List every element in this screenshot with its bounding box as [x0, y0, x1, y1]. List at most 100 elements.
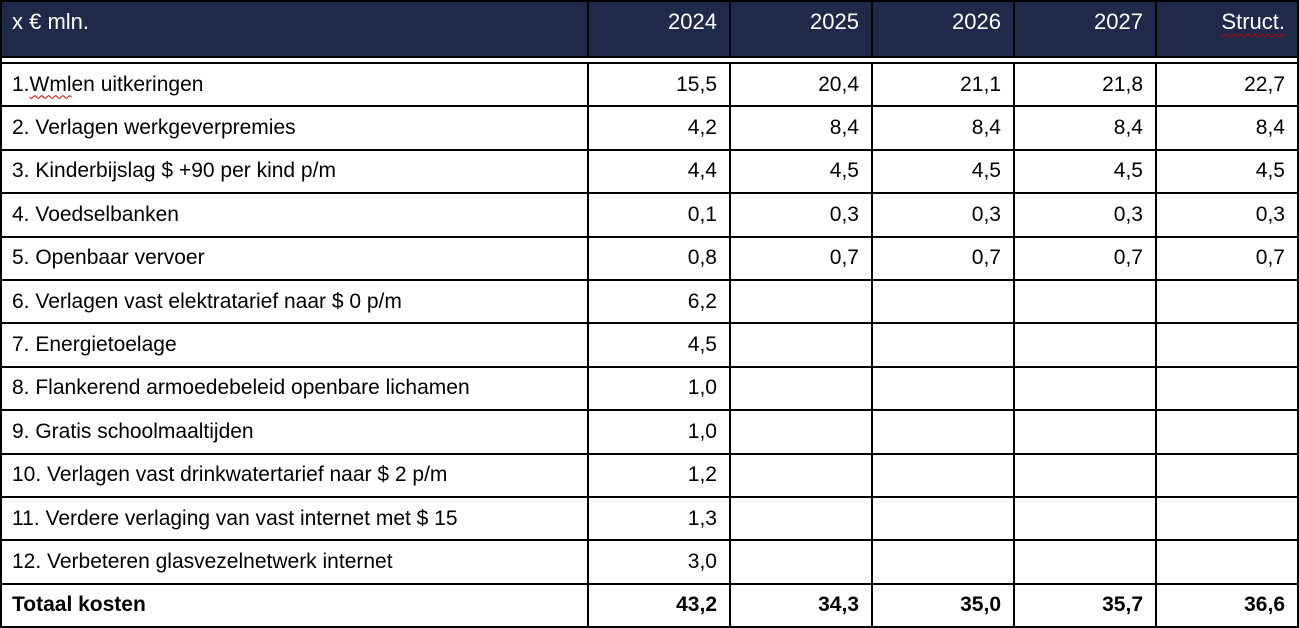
value-cell-2025	[729, 324, 871, 366]
value-cell-2027	[1013, 497, 1155, 540]
value-cell-2026: 0,7	[871, 237, 1013, 279]
value-cell-2026: 21,1	[871, 64, 1013, 106]
table-body: 1. Wml en uitkeringen 15,5 20,4 21,1 21,8 22,…	[2, 62, 1297, 627]
header-cell-2024: 2024	[587, 2, 729, 56]
value-cell-2026: 35,0	[871, 584, 1013, 627]
value-cell-2027	[1013, 454, 1155, 496]
total-row: Totaal kosten 43,2 34,3 35,0 35,7 36,6	[2, 582, 1297, 627]
value-cell-2025	[729, 454, 871, 496]
table-row: 6. Verlagen vast elektratarief naar $ 0 …	[2, 278, 1297, 323]
value-cell-2025: 0,3	[729, 194, 871, 236]
table-row: 9. Gratis schoolmaaltijden 1,0	[2, 409, 1297, 453]
value-cell-2026: 8,4	[871, 107, 1013, 149]
value-cell-2026	[871, 454, 1013, 496]
value-cell-2027	[1013, 280, 1155, 323]
value-cell-2025	[729, 497, 871, 540]
value-cell-2024: 4,4	[587, 150, 729, 193]
value-cell-struct	[1155, 541, 1297, 583]
row-label: 8. Flankerend armoedebeleid openbare lic…	[12, 376, 470, 400]
table-row: 7. Energietoelage 4,5	[2, 322, 1297, 366]
header-cell-2026: 2026	[871, 2, 1013, 56]
row-label: 1. Wml en uitkeringen	[12, 72, 204, 96]
value-cell-2027: 35,7	[1013, 584, 1155, 627]
value-cell-struct	[1155, 411, 1297, 453]
table-header-row: x € mln. 2024 2025 2026 2027 Struct.	[2, 2, 1297, 58]
value-cell-2025: 8,4	[729, 107, 871, 149]
value-cell-2024: 1,2	[587, 454, 729, 496]
value-cell-2027	[1013, 541, 1155, 583]
value-cell-2026	[871, 280, 1013, 323]
value-cell-2026: 0,3	[871, 194, 1013, 236]
value-cell-2025: 0,7	[729, 237, 871, 279]
value-cell-struct: 36,6	[1155, 584, 1297, 627]
value-cell-struct: 4,5	[1155, 150, 1297, 193]
value-cell-struct: 8,4	[1155, 107, 1297, 149]
value-cell-2025	[729, 280, 871, 323]
value-cell-2025	[729, 541, 871, 583]
row-label: 9. Gratis schoolmaaltijden	[12, 419, 254, 443]
value-cell-2024: 43,2	[587, 584, 729, 627]
row-label: 10. Verlagen vast drinkwatertarief naar …	[12, 463, 448, 487]
value-cell-2027: 0,3	[1013, 194, 1155, 236]
table-row: 5. Openbaar vervoer 0,8 0,7 0,7 0,7 0,7	[2, 235, 1297, 279]
row-label: 6. Verlagen vast elektratarief naar $ 0 …	[12, 289, 402, 313]
value-cell-2024: 4,5	[587, 324, 729, 366]
value-cell-2027: 8,4	[1013, 107, 1155, 149]
value-cell-2024: 1,3	[587, 497, 729, 540]
row-label: 7. Energietoelage	[12, 333, 177, 357]
table-row: 11. Verdere verlaging van vast internet …	[2, 495, 1297, 540]
table-row: 2. Verlagen werkgeverpremies 4,2 8,4 8,4 8,4…	[2, 105, 1297, 149]
header-cell-2025: 2025	[729, 2, 871, 56]
value-cell-2026	[871, 324, 1013, 366]
header-cell-2027: 2027	[1013, 2, 1155, 56]
row-label: 5. Openbaar vervoer	[12, 246, 205, 270]
value-cell-2026	[871, 541, 1013, 583]
row-label: 4. Voedselbanken	[12, 202, 179, 226]
header-cell-struct: Struct.	[1155, 2, 1297, 56]
value-cell-2025	[729, 367, 871, 410]
value-cell-2025: 4,5	[729, 150, 871, 193]
value-cell-struct	[1155, 367, 1297, 410]
row-label: 3. Kinderbijslag $ +90 per kind p/m	[12, 159, 336, 183]
value-cell-2027: 21,8	[1013, 64, 1155, 106]
value-cell-2026: 4,5	[871, 150, 1013, 193]
table-row: 12. Verbeteren glasvezelnetwerk internet…	[2, 539, 1297, 583]
value-cell-2027	[1013, 367, 1155, 410]
value-cell-2026	[871, 497, 1013, 540]
value-cell-2024: 1,0	[587, 411, 729, 453]
value-cell-2027	[1013, 411, 1155, 453]
value-cell-2024: 3,0	[587, 541, 729, 583]
value-cell-struct	[1155, 497, 1297, 540]
value-cell-struct	[1155, 454, 1297, 496]
table-row: 8. Flankerend armoedebeleid openbare lic…	[2, 365, 1297, 410]
table-row: 10. Verlagen vast drinkwatertarief naar …	[2, 452, 1297, 496]
value-cell-2024: 15,5	[587, 64, 729, 106]
value-cell-2024: 1,0	[587, 367, 729, 410]
value-cell-2027: 0,7	[1013, 237, 1155, 279]
value-cell-2025: 20,4	[729, 64, 871, 106]
table-row: 1. Wml en uitkeringen 15,5 20,4 21,1 21,8 22,…	[2, 62, 1297, 106]
value-cell-struct: 0,3	[1155, 194, 1297, 236]
table-row: 4. Voedselbanken 0,1 0,3 0,3 0,3 0,3	[2, 192, 1297, 236]
value-cell-2025: 34,3	[729, 584, 871, 627]
value-cell-2024: 4,2	[587, 107, 729, 149]
misspelled-text: Struct.	[1221, 9, 1285, 34]
value-cell-struct	[1155, 324, 1297, 366]
value-cell-2026	[871, 367, 1013, 410]
misspelled-text: Wml	[29, 72, 72, 96]
value-cell-struct	[1155, 280, 1297, 323]
header-divider	[2, 58, 1297, 62]
value-cell-2024: 0,1	[587, 194, 729, 236]
row-label: 2. Verlagen werkgeverpremies	[12, 116, 296, 140]
value-cell-2025	[729, 411, 871, 453]
value-cell-2027: 4,5	[1013, 150, 1155, 193]
row-label: 12. Verbeteren glasvezelnetwerk internet	[12, 549, 393, 573]
value-cell-2026	[871, 411, 1013, 453]
value-cell-struct: 0,7	[1155, 237, 1297, 279]
table-row: 3. Kinderbijslag $ +90 per kind p/m 4,4 4,…	[2, 148, 1297, 193]
row-label: Totaal kosten	[12, 593, 146, 617]
row-label: 11. Verdere verlaging van vast internet …	[12, 506, 458, 530]
value-cell-2024: 6,2	[587, 280, 729, 323]
value-cell-2027	[1013, 324, 1155, 366]
